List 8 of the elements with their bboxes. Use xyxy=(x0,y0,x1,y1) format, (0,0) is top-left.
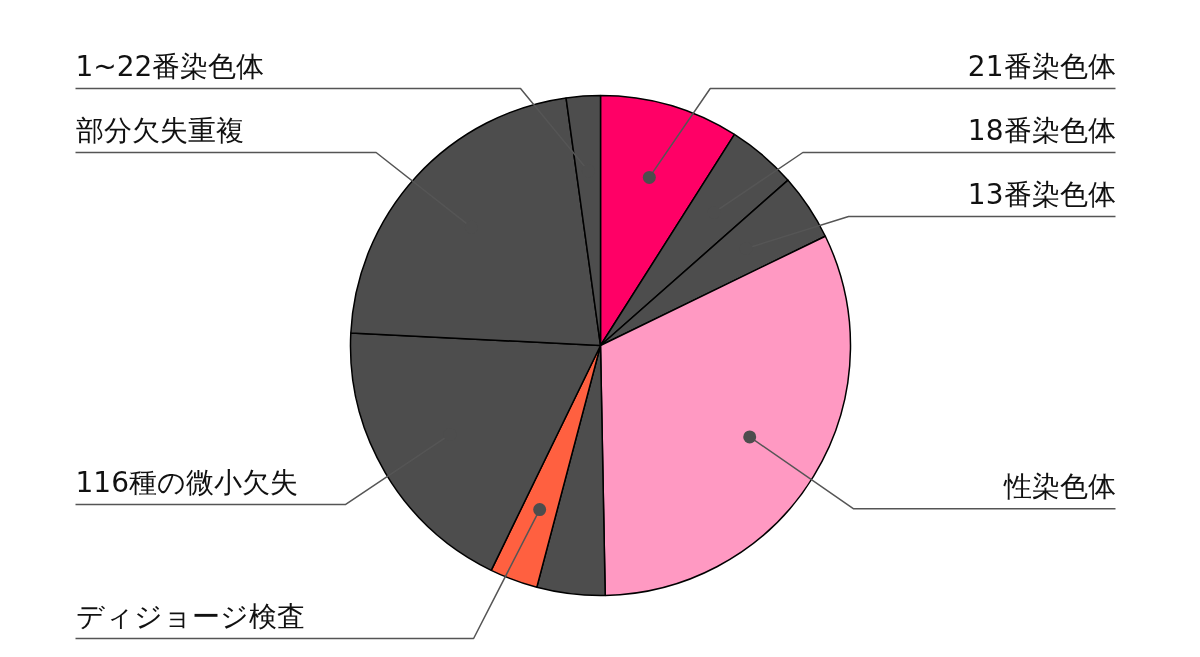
slice-label: 1~22番染色体 xyxy=(75,49,265,83)
slice-label: ディジョージ検査 xyxy=(75,599,305,633)
slice-label: 21番染色体 xyxy=(967,49,1116,83)
slice-label: 116種の微小欠失 xyxy=(75,465,298,499)
slice-label: 18番染色体 xyxy=(967,113,1116,147)
slice-label: 部分欠失重複 xyxy=(75,113,244,147)
slice-label: 性染色体 xyxy=(1002,469,1116,503)
slice-label: 13番染色体 xyxy=(967,177,1116,211)
